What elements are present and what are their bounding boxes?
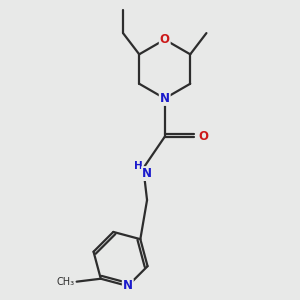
Text: O: O — [199, 130, 208, 143]
Text: O: O — [160, 33, 170, 46]
Text: N: N — [142, 167, 152, 180]
Text: N: N — [160, 92, 170, 105]
Text: H: H — [134, 161, 142, 171]
Text: CH₃: CH₃ — [56, 277, 74, 287]
Text: N: N — [123, 280, 133, 292]
